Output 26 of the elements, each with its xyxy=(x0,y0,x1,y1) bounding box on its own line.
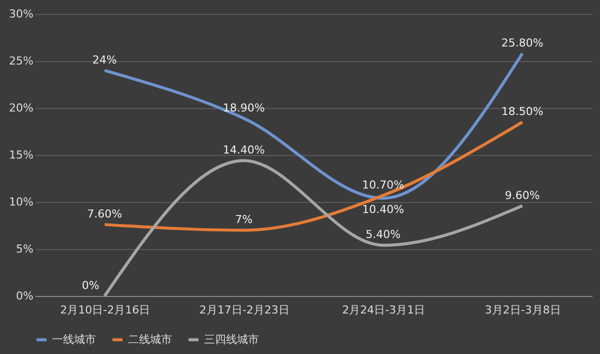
x-tick-label: 2月24日-3月1日 xyxy=(342,304,426,316)
data-label: 0% xyxy=(82,279,100,292)
y-tick-label: 5% xyxy=(16,242,34,256)
data-label: 9.60% xyxy=(504,188,540,202)
y-tick-label: 10% xyxy=(9,196,34,208)
x-tick-label: 3月2日-3月8日 xyxy=(484,304,561,316)
legend-label: 一线城市 xyxy=(52,332,96,346)
data-label: 18.90% xyxy=(222,101,265,114)
data-label: 25.80% xyxy=(501,36,544,50)
data-label: 18.50% xyxy=(501,105,544,118)
data-label: 7.60% xyxy=(87,208,122,221)
data-label: 14.40% xyxy=(222,144,265,157)
y-tick-label: 20% xyxy=(9,102,34,114)
data-label: 10.40% xyxy=(362,203,404,216)
data-label: 5.40% xyxy=(366,228,401,242)
data-label: 24% xyxy=(92,53,117,66)
y-tick-label: 30% xyxy=(9,8,34,20)
data-label: 10.70% xyxy=(362,178,404,192)
y-tick-label: 0% xyxy=(16,290,34,302)
x-tick-label: 2月10日-2月16日 xyxy=(60,304,150,316)
legend-label: 二线城市 xyxy=(128,332,172,346)
legend-label: 三四线城市 xyxy=(204,332,259,346)
y-tick-label: 25% xyxy=(9,54,34,68)
y-tick-label: 15% xyxy=(9,148,34,162)
x-tick-label: 2月17日-2月23日 xyxy=(199,304,290,316)
data-label: 7% xyxy=(235,213,253,226)
